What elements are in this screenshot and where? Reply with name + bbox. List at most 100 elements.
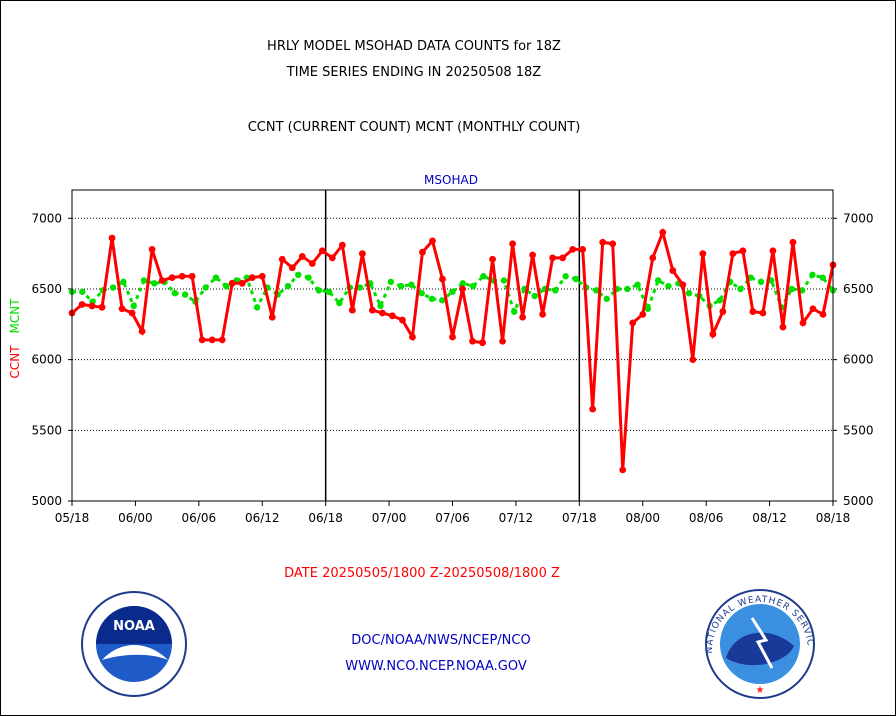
- date-range: DATE 20250505/1800 Z-20250508/1800 Z: [284, 566, 560, 581]
- data-point: [759, 309, 767, 317]
- data-point: [709, 330, 717, 338]
- data-point: [253, 304, 261, 311]
- y-tick-label: 5000: [843, 494, 874, 508]
- data-point: [198, 336, 206, 344]
- data-point: [387, 278, 394, 286]
- data-point: [108, 234, 116, 242]
- data-point: [559, 254, 567, 262]
- x-tick-label: 07/12: [499, 511, 534, 525]
- data-point: [644, 305, 652, 312]
- data-point: [118, 305, 126, 313]
- y-axis-label-mcnt: MCNT: [8, 298, 22, 334]
- agency-link[interactable]: DOC/NOAA/NWS/NCEP/NCO: [351, 633, 531, 648]
- chart-title-line3: CCNT (CURRENT COUNT) MCNT (MONTHLY COUNT…: [247, 120, 581, 135]
- data-point: [397, 282, 405, 290]
- data-point: [428, 295, 436, 303]
- data-point: [130, 302, 137, 310]
- data-point: [140, 277, 148, 284]
- data-point: [819, 274, 826, 281]
- x-tick-label: 06/06: [182, 511, 217, 525]
- data-point: [223, 282, 230, 290]
- svg-text:★: ★: [756, 685, 765, 696]
- data-point: [305, 274, 312, 281]
- chart-title-line2: TIME SERIES ENDING IN 20250508 18Z: [286, 65, 542, 80]
- data-point: [212, 274, 220, 281]
- data-point: [739, 247, 747, 255]
- y-axis-label-ccnt: CCNT: [8, 345, 22, 379]
- data-point: [531, 292, 538, 300]
- data-point: [377, 302, 384, 310]
- x-tick-label: 07/18: [562, 511, 597, 525]
- data-point: [549, 254, 557, 262]
- y-axis-left: 5000 5500 6000 6500 7000: [31, 211, 72, 508]
- data-point: [278, 255, 286, 263]
- data-point: [699, 250, 707, 258]
- y-tick-label: 6000: [31, 353, 62, 367]
- x-tick-label: 06/12: [245, 511, 280, 525]
- website-link[interactable]: WWW.NCO.NCEP.NOAA.GOV: [345, 659, 527, 674]
- data-point: [439, 297, 446, 304]
- data-point: [689, 356, 697, 364]
- y-tick-label: 5000: [31, 494, 62, 508]
- y-tick-label: 7000: [843, 211, 874, 225]
- data-point: [569, 245, 577, 253]
- data-point: [418, 289, 425, 297]
- data-point: [356, 284, 364, 291]
- data-point: [572, 275, 580, 283]
- data-point: [389, 312, 396, 320]
- data-point: [338, 241, 346, 249]
- data-point: [469, 282, 477, 290]
- data-point: [348, 306, 356, 314]
- data-point: [809, 271, 816, 279]
- data-point: [685, 289, 693, 297]
- y-tick-label: 6000: [843, 353, 874, 367]
- data-point: [409, 333, 416, 341]
- plot-border: [71, 189, 834, 502]
- data-point: [562, 273, 569, 280]
- data-point: [511, 308, 518, 315]
- y-tick-label: 5500: [843, 423, 874, 437]
- data-point: [171, 289, 179, 297]
- data-point: [539, 311, 547, 318]
- data-point: [379, 309, 386, 317]
- data-point: [181, 291, 189, 298]
- data-point: [500, 277, 508, 284]
- data-point: [499, 337, 506, 345]
- data-point: [639, 311, 647, 318]
- data-point: [148, 245, 156, 253]
- data-point: [679, 281, 687, 289]
- data-point: [408, 281, 415, 288]
- data-point: [809, 305, 817, 313]
- data-point: [789, 238, 797, 246]
- data-point: [624, 285, 631, 293]
- data-point: [459, 285, 466, 293]
- data-point: [593, 287, 600, 294]
- data-point: [308, 260, 316, 267]
- data-point: [248, 274, 256, 282]
- data-point: [358, 250, 366, 258]
- plot-title: MSOHAD: [424, 173, 478, 187]
- x-tick-label: 06/18: [308, 511, 343, 525]
- data-point: [519, 313, 526, 321]
- data-point: [449, 333, 456, 341]
- x-tick-label: 08/06: [689, 511, 724, 525]
- data-point: [459, 280, 466, 287]
- y-tick-label: 6500: [31, 282, 62, 296]
- data-point: [298, 253, 306, 260]
- data-point: [716, 297, 724, 304]
- data-point: [288, 264, 296, 272]
- data-point: [529, 251, 537, 259]
- data-point: [208, 336, 216, 344]
- chart-title-line1: HRLY MODEL MSOHAD DATA COUNTS for 18Z: [267, 39, 561, 54]
- y-axis-right: 5000 5500 6000 6500 7000: [833, 211, 874, 508]
- data-point: [719, 308, 727, 315]
- x-tick-label: 07/06: [435, 511, 470, 525]
- data-point: [603, 295, 610, 303]
- data-point: [729, 250, 737, 258]
- data-point: [109, 284, 117, 291]
- x-tick-label: 08/00: [625, 511, 660, 525]
- x-tick-label: 08/12: [752, 511, 787, 525]
- data-point: [489, 255, 496, 263]
- data-point: [757, 278, 765, 286]
- data-point: [218, 336, 226, 344]
